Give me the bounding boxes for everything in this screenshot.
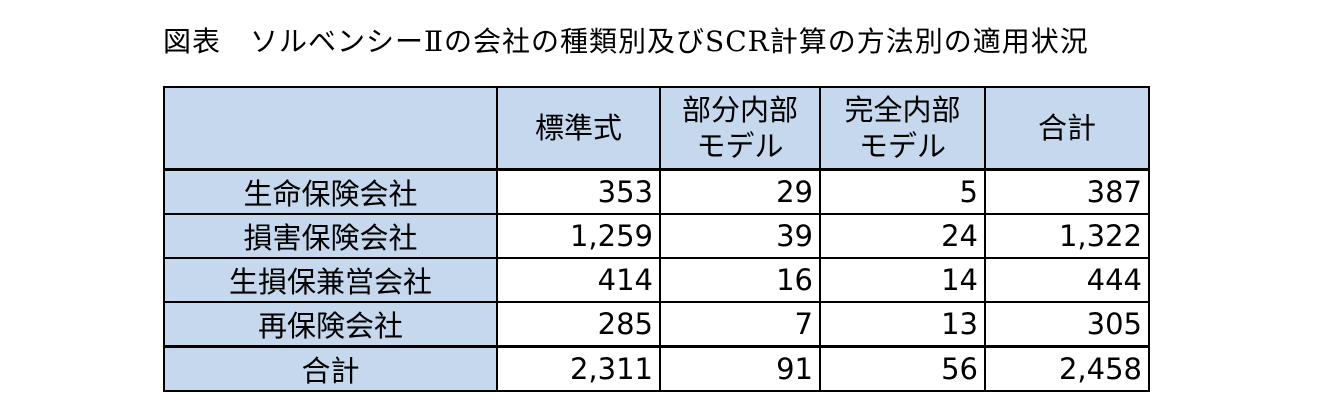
header-partial-line-2: モデル (696, 128, 784, 163)
company-type-table: 標準式 部分内部 モデル 完全内部 モデル 合計 生命保険会社 353 29 5… (163, 86, 1150, 392)
total-partial: 91 (659, 344, 821, 392)
cell-full: 24 (819, 212, 986, 259)
cell-total: 387 (984, 168, 1150, 215)
header-standard-formula: 標準式 (496, 86, 661, 171)
table-row: 損害保険会社 1,259 39 24 1,322 (163, 212, 1150, 259)
total-grand: 2,458 (984, 344, 1150, 392)
header-total: 合計 (984, 86, 1150, 171)
cell-standard: 1,259 (496, 212, 661, 259)
table-row: 生命保険会社 353 29 5 387 (163, 168, 1150, 215)
cell-total: 305 (984, 300, 1150, 347)
cell-full: 13 (819, 300, 986, 347)
header-full-line-1: 完全内部 (844, 92, 961, 127)
cell-standard: 353 (496, 168, 661, 215)
cell-total: 1,322 (984, 212, 1150, 259)
total-full: 56 (819, 344, 986, 392)
cell-partial: 29 (659, 168, 821, 215)
row-label: 生損保兼営会社 (163, 256, 498, 303)
cell-full: 14 (819, 256, 986, 303)
cell-standard: 285 (496, 300, 661, 347)
cell-partial: 7 (659, 300, 821, 347)
header-standard-line-1: 標準式 (534, 110, 622, 145)
header-full-internal-model: 完全内部 モデル (819, 86, 986, 171)
figure-title: 図表 ソルベンシーⅡの会社の種類別及びSCR計算の方法別の適用状況 (163, 25, 1089, 58)
header-full-line-2: モデル (858, 128, 946, 163)
cell-standard: 414 (496, 256, 661, 303)
row-label: 損害保険会社 (163, 212, 498, 259)
table-row: 再保険会社 285 7 13 305 (163, 300, 1150, 347)
total-standard: 2,311 (496, 344, 661, 392)
header-total-line-1: 合計 (1037, 110, 1096, 145)
table-row: 生損保兼営会社 414 16 14 444 (163, 256, 1150, 303)
cell-full: 5 (819, 168, 986, 215)
cell-partial: 16 (659, 256, 821, 303)
total-row-label: 合計 (163, 344, 498, 392)
header-partial-line-1: 部分内部 (681, 92, 798, 127)
cell-total: 444 (984, 256, 1150, 303)
header-row: 標準式 部分内部 モデル 完全内部 モデル 合計 (163, 86, 1150, 171)
cell-partial: 39 (659, 212, 821, 259)
header-corner-cell (163, 86, 498, 171)
total-row: 合計 2,311 91 56 2,458 (163, 344, 1150, 392)
row-label: 再保険会社 (163, 300, 498, 347)
row-label: 生命保険会社 (163, 168, 498, 215)
header-partial-internal-model: 部分内部 モデル (659, 86, 821, 171)
